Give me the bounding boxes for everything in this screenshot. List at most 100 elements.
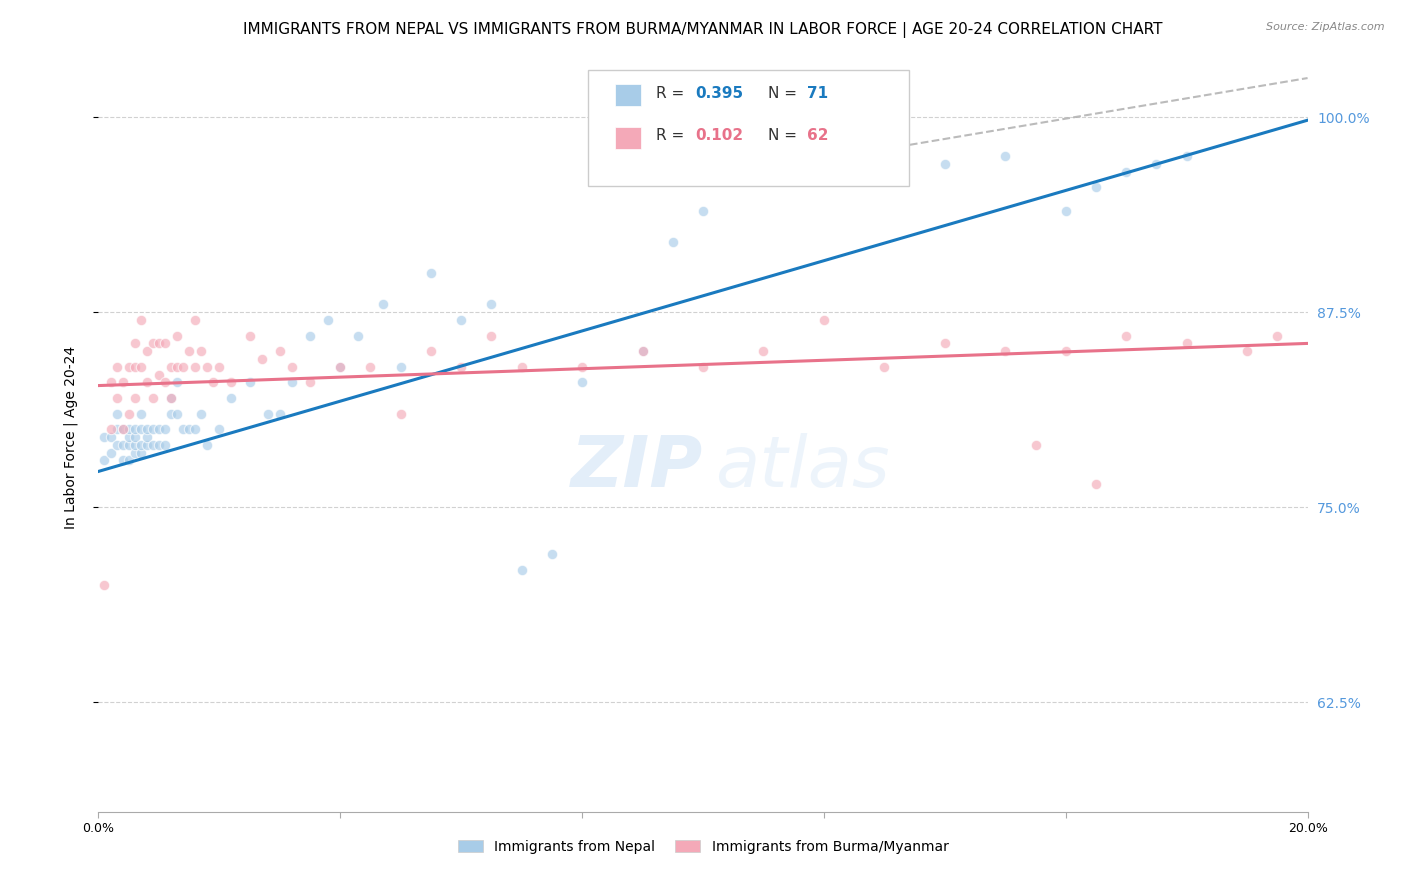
Point xyxy=(172,422,194,436)
Text: N =: N = xyxy=(768,128,803,144)
Point xyxy=(190,407,212,421)
Point xyxy=(420,266,443,280)
Point xyxy=(179,422,201,436)
Legend: Immigrants from Nepal, Immigrants from Burma/Myanmar: Immigrants from Nepal, Immigrants from B… xyxy=(450,833,956,861)
Point xyxy=(994,344,1017,359)
Text: N =: N = xyxy=(768,86,803,101)
Point xyxy=(148,422,170,436)
Point xyxy=(93,578,115,592)
Point xyxy=(111,376,134,390)
Point xyxy=(347,328,370,343)
Point xyxy=(329,359,352,374)
Point xyxy=(105,391,128,405)
Point xyxy=(160,391,183,405)
Bar xyxy=(614,85,641,106)
Point xyxy=(420,344,443,359)
Point xyxy=(389,359,412,374)
Point xyxy=(299,376,322,390)
Point xyxy=(1115,164,1137,178)
Point xyxy=(93,430,115,444)
Text: 71: 71 xyxy=(807,86,828,101)
Point xyxy=(118,438,141,452)
Point xyxy=(184,422,207,436)
Point xyxy=(184,359,207,374)
Point xyxy=(100,422,122,436)
Point xyxy=(118,422,141,436)
Point xyxy=(450,359,472,374)
Point xyxy=(166,407,188,421)
Point xyxy=(208,359,231,374)
Point xyxy=(118,407,141,421)
Point xyxy=(269,407,291,421)
Point xyxy=(813,313,835,327)
Bar xyxy=(614,128,641,149)
Point xyxy=(360,359,382,374)
Point xyxy=(142,391,165,405)
Point xyxy=(813,172,835,186)
Point xyxy=(129,359,152,374)
Point xyxy=(481,328,503,343)
Point xyxy=(160,359,183,374)
Point xyxy=(1054,344,1077,359)
Point xyxy=(540,547,562,561)
Point xyxy=(166,328,188,343)
Point xyxy=(1054,203,1077,218)
Point xyxy=(873,172,896,186)
Point xyxy=(239,376,262,390)
Point xyxy=(1175,336,1198,351)
Text: Source: ZipAtlas.com: Source: ZipAtlas.com xyxy=(1267,22,1385,32)
Point xyxy=(160,407,183,421)
Point xyxy=(692,359,714,374)
Point xyxy=(105,438,128,452)
Point xyxy=(124,391,146,405)
Point xyxy=(153,422,176,436)
Point xyxy=(129,438,152,452)
Point xyxy=(239,328,262,343)
Point xyxy=(281,359,304,374)
Point xyxy=(135,422,157,436)
Point xyxy=(148,336,170,351)
Point xyxy=(124,445,146,459)
Text: 0.102: 0.102 xyxy=(696,128,744,144)
Point xyxy=(118,453,141,467)
Point xyxy=(148,438,170,452)
Text: atlas: atlas xyxy=(716,433,890,501)
Point xyxy=(221,376,243,390)
Point xyxy=(153,336,176,351)
Point xyxy=(1024,438,1046,452)
Text: R =: R = xyxy=(655,128,689,144)
Point xyxy=(510,563,533,577)
Point xyxy=(934,336,956,351)
Point xyxy=(148,368,170,382)
Point xyxy=(692,203,714,218)
Point xyxy=(105,359,128,374)
Point xyxy=(129,313,152,327)
Point xyxy=(172,359,194,374)
Text: 62: 62 xyxy=(807,128,828,144)
Point xyxy=(752,172,775,186)
Point xyxy=(111,422,134,436)
Point xyxy=(631,344,654,359)
Point xyxy=(195,438,218,452)
Point xyxy=(208,422,231,436)
Point xyxy=(179,344,201,359)
Point xyxy=(142,336,165,351)
Point xyxy=(124,438,146,452)
Point xyxy=(111,422,134,436)
Point xyxy=(1175,149,1198,163)
Point xyxy=(166,359,188,374)
Point xyxy=(105,407,128,421)
Point xyxy=(100,430,122,444)
Point xyxy=(124,430,146,444)
Point xyxy=(450,313,472,327)
Point xyxy=(269,344,291,359)
Point xyxy=(873,359,896,374)
Point xyxy=(166,376,188,390)
Point xyxy=(135,344,157,359)
Point xyxy=(100,376,122,390)
Point xyxy=(124,336,146,351)
Point xyxy=(153,376,176,390)
Point xyxy=(111,438,134,452)
Point xyxy=(135,430,157,444)
Point xyxy=(129,407,152,421)
